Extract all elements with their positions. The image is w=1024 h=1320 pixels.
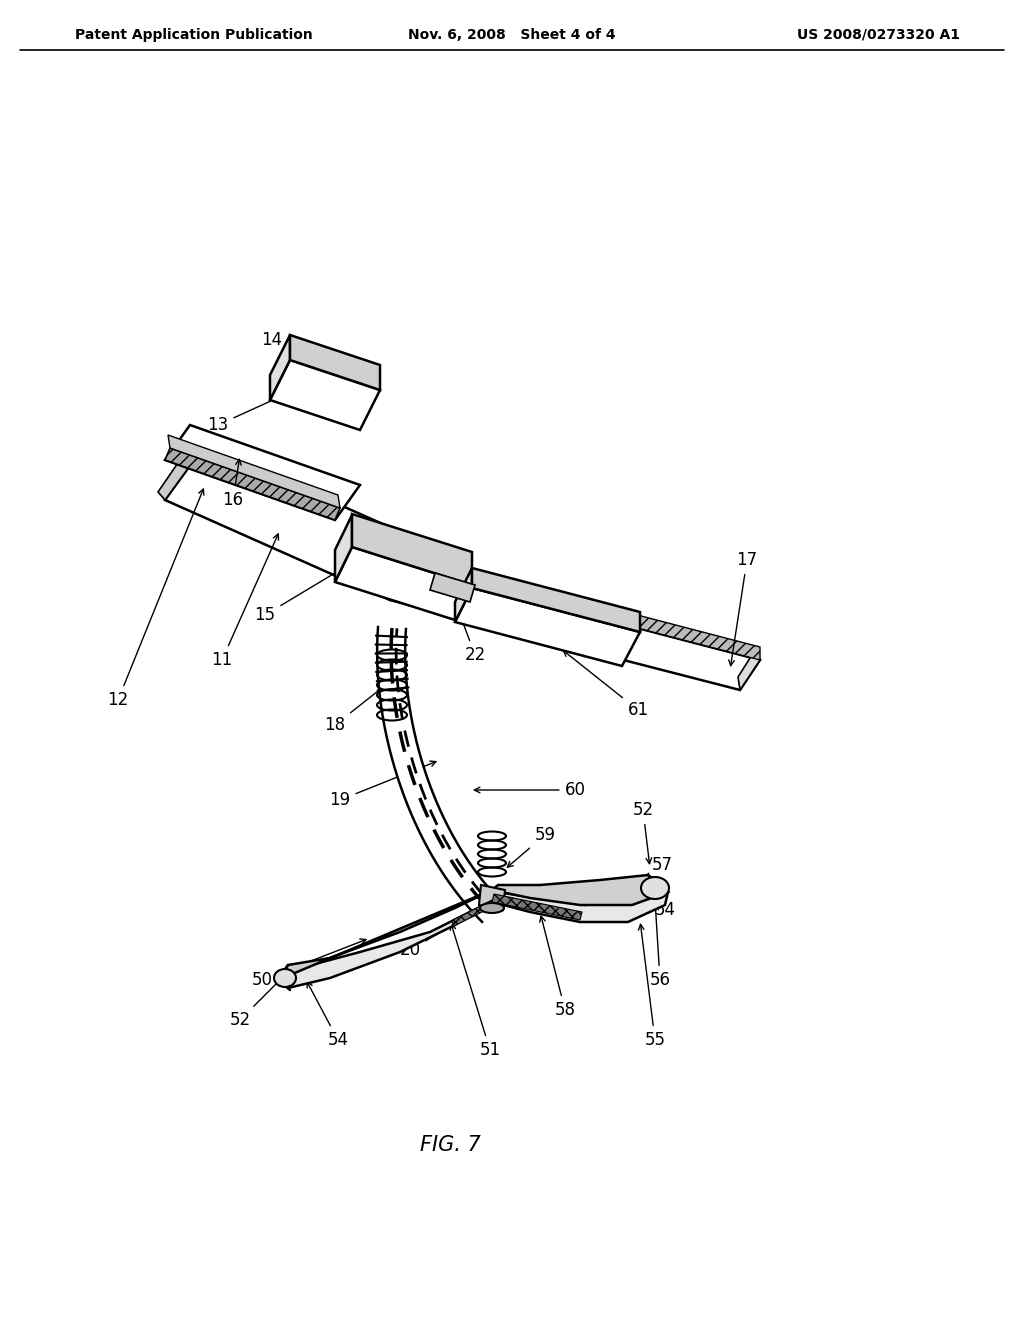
Polygon shape <box>278 890 492 979</box>
Polygon shape <box>492 892 668 921</box>
Text: 22: 22 <box>451 593 485 664</box>
Polygon shape <box>472 568 640 632</box>
Polygon shape <box>455 568 472 622</box>
Polygon shape <box>492 894 582 920</box>
Text: 56: 56 <box>649 904 671 989</box>
Polygon shape <box>168 436 340 508</box>
Polygon shape <box>165 425 360 520</box>
Text: 13: 13 <box>208 392 291 434</box>
Text: 58: 58 <box>540 916 575 1019</box>
Text: 52: 52 <box>633 801 653 863</box>
Polygon shape <box>352 513 472 585</box>
Text: 54: 54 <box>307 982 348 1049</box>
Polygon shape <box>158 438 205 500</box>
Polygon shape <box>455 587 640 667</box>
Ellipse shape <box>274 969 296 987</box>
Text: 60: 60 <box>474 781 586 799</box>
Text: 11: 11 <box>211 535 279 669</box>
Polygon shape <box>165 447 340 520</box>
Text: Nov. 6, 2008   Sheet 4 of 4: Nov. 6, 2008 Sheet 4 of 4 <box>409 28 615 42</box>
Polygon shape <box>415 557 760 660</box>
Polygon shape <box>479 884 505 909</box>
Text: US 2008/0273320 A1: US 2008/0273320 A1 <box>797 28 961 42</box>
Ellipse shape <box>641 876 669 899</box>
Polygon shape <box>452 900 492 927</box>
Polygon shape <box>270 335 290 400</box>
Text: 16: 16 <box>222 459 244 510</box>
Text: 61: 61 <box>563 651 648 719</box>
Ellipse shape <box>480 903 504 913</box>
Text: 55: 55 <box>639 924 666 1049</box>
Text: 18: 18 <box>325 682 388 734</box>
Polygon shape <box>335 515 352 582</box>
Text: 54: 54 <box>651 894 676 919</box>
Text: 51: 51 <box>451 924 501 1059</box>
Text: 59: 59 <box>507 826 555 867</box>
Polygon shape <box>738 647 760 690</box>
Text: Patent Application Publication: Patent Application Publication <box>75 28 312 42</box>
Polygon shape <box>335 546 472 620</box>
Polygon shape <box>390 570 760 690</box>
Polygon shape <box>165 445 430 601</box>
Polygon shape <box>290 335 380 389</box>
Text: 52: 52 <box>229 973 287 1030</box>
Text: 12: 12 <box>108 488 204 709</box>
Text: 50: 50 <box>252 939 366 989</box>
Text: 17: 17 <box>729 550 758 665</box>
Text: 19: 19 <box>330 762 436 809</box>
Polygon shape <box>270 360 380 430</box>
Text: FIG. 7: FIG. 7 <box>420 1135 480 1155</box>
Polygon shape <box>377 627 502 921</box>
Polygon shape <box>492 875 668 906</box>
Text: 57: 57 <box>646 855 673 879</box>
Text: 14: 14 <box>261 331 306 363</box>
Polygon shape <box>278 902 492 987</box>
Text: 20: 20 <box>399 904 488 960</box>
Text: 15: 15 <box>254 543 386 624</box>
Polygon shape <box>430 573 475 602</box>
